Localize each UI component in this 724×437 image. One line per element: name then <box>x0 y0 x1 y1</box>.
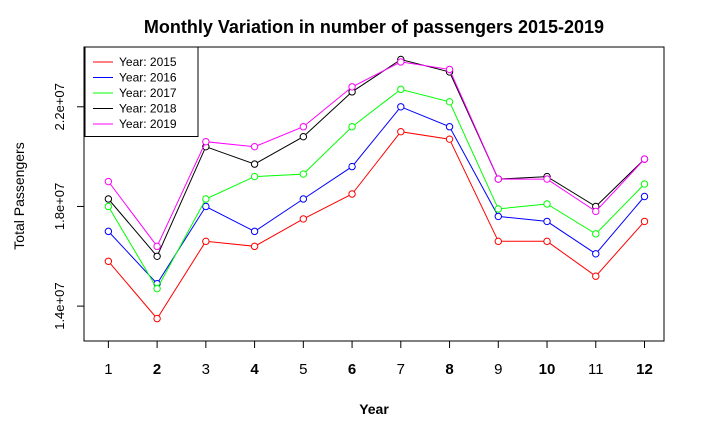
data-point <box>299 123 308 131</box>
data-point <box>445 123 454 131</box>
data-point <box>153 284 161 293</box>
x-tick-label: 9 <box>494 361 502 378</box>
data-point <box>202 137 210 146</box>
x-tick-label: 8 <box>445 361 453 378</box>
series-layer <box>104 55 649 323</box>
y-axis-label: Total Passengers <box>11 142 27 249</box>
x-tick-label: 5 <box>299 361 307 378</box>
data-point <box>104 227 113 236</box>
x-tick-label: 2 <box>153 361 161 378</box>
y-tick-label: 1.8e+07 <box>52 183 67 230</box>
legend-label: Year: 2017 <box>119 86 177 100</box>
x-tick-label: 3 <box>202 361 210 378</box>
data-point <box>494 175 502 183</box>
series-line <box>108 58 645 258</box>
data-point <box>299 132 308 141</box>
data-point <box>348 162 356 171</box>
x-tick-label: 1 <box>104 361 112 378</box>
legend-box <box>84 46 199 137</box>
data-point <box>202 195 210 203</box>
x-tick-label: 7 <box>397 361 405 378</box>
data-point <box>104 257 113 265</box>
data-point <box>250 142 259 151</box>
data-point <box>202 237 210 246</box>
data-point <box>640 217 649 226</box>
data-point <box>592 250 600 258</box>
series-line <box>108 131 645 320</box>
data-point <box>640 180 649 188</box>
data-point <box>250 242 259 251</box>
x-tick-label: 10 <box>539 361 556 378</box>
data-point <box>104 202 113 211</box>
axes-layer: 1 2 3 4 5 6 7 8 9 10 11 121.4e+071.8e+072.2e+07 <box>52 83 653 378</box>
series-line <box>108 61 645 248</box>
data-point <box>592 272 600 280</box>
data-point <box>543 175 551 183</box>
data-point <box>543 217 551 226</box>
data-point <box>445 98 454 106</box>
chart-title: Monthly Variation in number of passenger… <box>144 17 604 37</box>
data-point <box>494 212 502 221</box>
data-point <box>250 172 259 181</box>
data-point <box>153 314 161 323</box>
data-point <box>592 207 600 216</box>
data-point <box>445 135 454 143</box>
data-point <box>348 190 356 198</box>
data-point <box>543 237 551 246</box>
x-tick-label: 4 <box>250 361 259 378</box>
data-point <box>104 177 113 186</box>
data-point <box>299 195 308 203</box>
data-point <box>153 242 161 251</box>
data-point <box>348 123 356 131</box>
legend-label: Year: 2016 <box>119 71 177 85</box>
data-point <box>397 85 405 94</box>
data-point <box>445 65 454 74</box>
data-point <box>299 215 308 223</box>
data-point <box>494 237 502 246</box>
x-axis-label: Year <box>359 401 389 417</box>
data-point <box>104 195 113 203</box>
data-point <box>397 58 405 66</box>
data-point <box>153 252 161 260</box>
data-point <box>299 170 308 178</box>
y-tick-label: 1.4e+07 <box>52 282 67 329</box>
data-point <box>494 205 502 213</box>
data-point <box>543 200 551 208</box>
data-point <box>348 83 356 91</box>
data-point <box>250 227 259 236</box>
data-point <box>202 202 210 211</box>
data-point <box>397 128 405 136</box>
series-line <box>108 106 645 285</box>
x-tick-label: 6 <box>348 361 356 378</box>
legend-label: Year: 2015 <box>119 55 177 69</box>
x-tick-label: 12 <box>636 361 653 378</box>
x-tick-label: 11 <box>588 361 604 378</box>
data-point <box>592 230 600 238</box>
data-point <box>640 192 649 201</box>
legend-label: Year: 2018 <box>119 102 177 116</box>
data-point <box>250 160 259 168</box>
y-tick-label: 2.2e+07 <box>52 83 67 130</box>
series-line <box>107 88 645 290</box>
data-point <box>397 103 405 111</box>
legend-label: Year: 2019 <box>119 117 177 131</box>
data-point <box>640 155 649 163</box>
